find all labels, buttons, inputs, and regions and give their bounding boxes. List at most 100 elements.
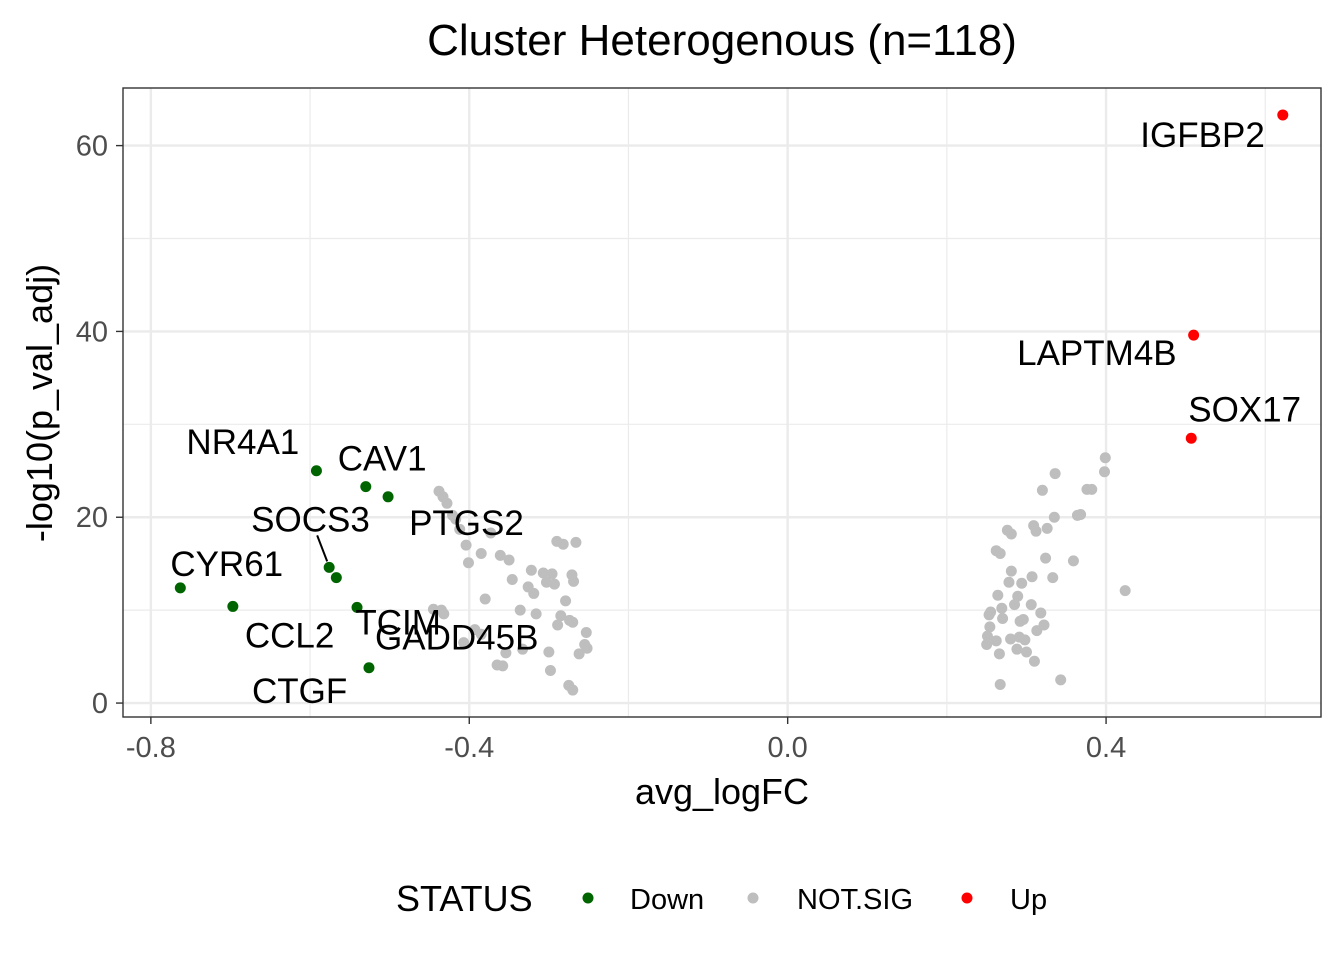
point-not-sig bbox=[1009, 599, 1021, 611]
point-not-sig bbox=[557, 538, 569, 550]
point-label: SOX17 bbox=[1188, 390, 1301, 429]
legend-key-up bbox=[961, 892, 973, 904]
point-not-sig bbox=[450, 513, 462, 525]
point-not-sig bbox=[1048, 511, 1060, 523]
point-not-sig bbox=[981, 630, 993, 642]
point-not-sig bbox=[500, 647, 512, 659]
point-not-sig bbox=[1041, 522, 1053, 534]
point-down bbox=[174, 582, 186, 594]
point-not-sig bbox=[994, 678, 1006, 690]
point-not-sig bbox=[984, 621, 996, 633]
y-tick-label: 0 bbox=[92, 688, 108, 720]
point-down bbox=[382, 491, 394, 503]
y-axis-ticks: 0 20 40 60 bbox=[76, 131, 123, 720]
point-not-sig bbox=[514, 604, 526, 616]
y-tick-label: 20 bbox=[76, 502, 108, 534]
point-not-sig bbox=[544, 665, 556, 677]
point-up bbox=[1188, 329, 1200, 341]
legend-title: STATUS bbox=[396, 878, 533, 919]
point-not-sig bbox=[568, 575, 580, 587]
legend-label-down: Down bbox=[630, 884, 704, 916]
point-label: CCL2 bbox=[245, 616, 334, 655]
point-not-sig bbox=[573, 648, 585, 660]
point-label: LAPTM4B bbox=[1017, 334, 1177, 373]
point-not-sig bbox=[479, 593, 491, 605]
legend-label-up: Up bbox=[1010, 884, 1047, 916]
point-not-sig bbox=[441, 497, 453, 509]
x-axis-label: avg_logFC bbox=[635, 771, 809, 812]
point-down bbox=[363, 662, 375, 674]
point-not-sig bbox=[503, 554, 515, 566]
point-not-sig bbox=[1038, 619, 1050, 631]
point-not-sig bbox=[1020, 646, 1032, 658]
point-label: NR4A1 bbox=[186, 423, 299, 462]
point-not-sig bbox=[581, 642, 593, 654]
point-not-sig bbox=[560, 595, 572, 607]
point-not-sig bbox=[525, 564, 537, 576]
point-not-sig bbox=[1055, 674, 1067, 686]
point-not-sig bbox=[997, 613, 1009, 625]
point-not-sig bbox=[1028, 655, 1040, 667]
point-not-sig bbox=[1012, 590, 1024, 602]
point-not-sig bbox=[570, 536, 582, 548]
point-not-sig bbox=[552, 619, 564, 631]
point-not-sig bbox=[1099, 452, 1111, 464]
point-up bbox=[1185, 432, 1197, 444]
x-tick-label: 0.4 bbox=[1086, 732, 1126, 764]
point-not-sig bbox=[485, 527, 497, 539]
x-tick-label: -0.8 bbox=[126, 732, 176, 764]
point-down bbox=[227, 600, 239, 612]
legend-label-not-sig: NOT.SIG bbox=[797, 884, 913, 916]
point-not-sig bbox=[543, 646, 555, 658]
point-not-sig bbox=[517, 643, 529, 655]
point-not-sig bbox=[475, 547, 487, 559]
point-not-sig bbox=[981, 639, 993, 651]
point-not-sig bbox=[1016, 577, 1028, 589]
point-not-sig bbox=[1047, 572, 1059, 584]
point-not-sig bbox=[985, 606, 997, 618]
point-down bbox=[360, 481, 372, 493]
point-not-sig bbox=[1036, 484, 1048, 496]
point-not-sig bbox=[990, 635, 1002, 647]
minor-gridlines bbox=[123, 88, 1321, 717]
y-tick-label: 60 bbox=[76, 131, 108, 163]
point-not-sig bbox=[1005, 633, 1017, 645]
major-gridlines bbox=[123, 88, 1321, 717]
point-not-sig bbox=[1005, 565, 1017, 577]
point-not-sig bbox=[1035, 607, 1047, 619]
point-not-sig bbox=[546, 568, 558, 580]
point-label: GADD45B bbox=[375, 618, 538, 657]
point-not-sig bbox=[1003, 576, 1015, 588]
point-not-sig bbox=[462, 557, 474, 569]
point-up bbox=[1277, 109, 1289, 121]
point-not-sig bbox=[994, 547, 1006, 559]
point-not-sig bbox=[1119, 585, 1131, 597]
point-not-sig bbox=[458, 637, 470, 649]
point-label: CYR61 bbox=[170, 545, 283, 584]
point-not-sig bbox=[1086, 483, 1098, 495]
point-label: IGFBP2 bbox=[1140, 116, 1264, 155]
point-not-sig bbox=[1011, 643, 1023, 655]
point-not-sig bbox=[548, 578, 560, 590]
point-not-sig bbox=[497, 660, 509, 672]
point-not-sig bbox=[506, 573, 518, 585]
point-label: SOCS3 bbox=[251, 500, 370, 539]
point-not-sig bbox=[1049, 468, 1061, 480]
point-not-sig bbox=[1005, 528, 1017, 540]
point-not-sig bbox=[993, 648, 1005, 660]
leader-line bbox=[316, 535, 329, 562]
point-not-sig bbox=[1017, 613, 1029, 625]
x-tick-label: -0.4 bbox=[444, 732, 494, 764]
legend: STATUS Down NOT.SIG Up bbox=[396, 878, 1047, 919]
label-leader-lines bbox=[316, 535, 329, 562]
legend-key-down bbox=[582, 892, 594, 904]
point-not-sig bbox=[580, 626, 592, 638]
point-not-sig bbox=[494, 549, 506, 561]
point-not-sig bbox=[427, 603, 439, 615]
point-label: CAV1 bbox=[338, 440, 427, 479]
point-down bbox=[351, 601, 363, 613]
point-not-sig bbox=[1025, 599, 1037, 611]
point-not-sig bbox=[1067, 555, 1079, 567]
